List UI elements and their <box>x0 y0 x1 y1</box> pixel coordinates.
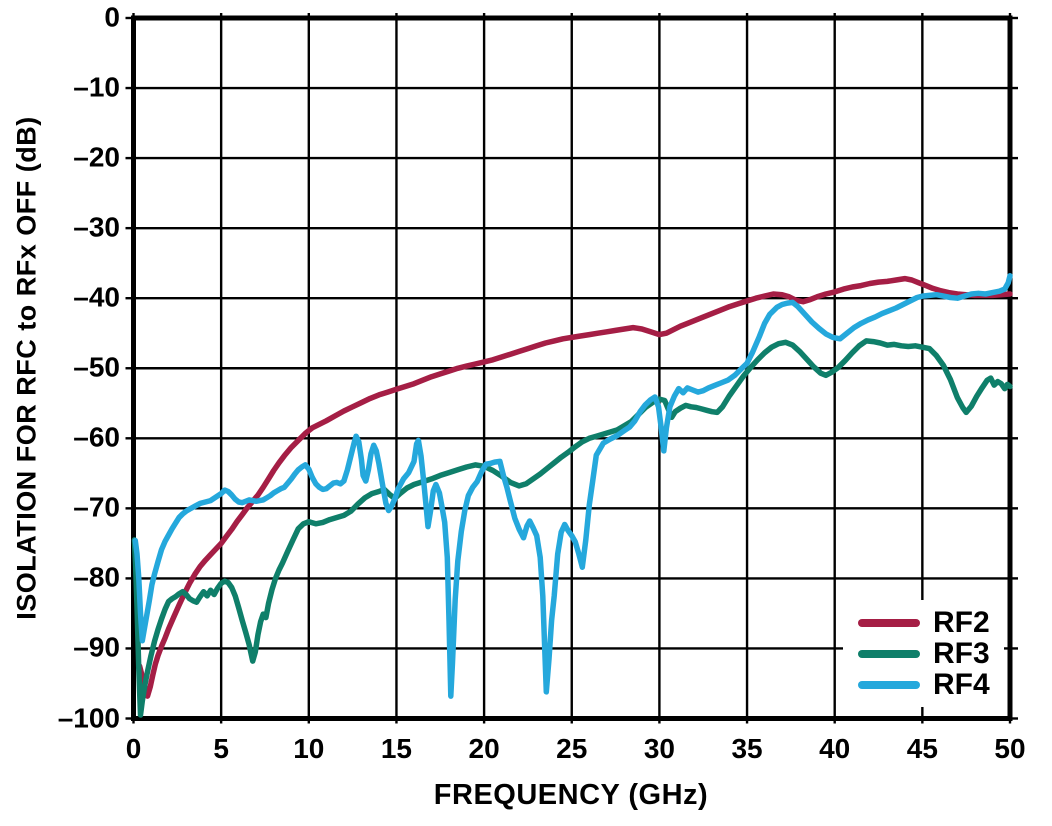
legend-line-swatch <box>858 680 920 689</box>
legend-line-swatch <box>858 618 920 627</box>
y-tick-label: –80 <box>73 561 120 593</box>
y-tick-label: –40 <box>73 281 120 313</box>
legend-label: RF4 <box>933 667 990 701</box>
x-tick-label: 25 <box>556 733 588 764</box>
x-tick-label: 0 <box>125 733 142 764</box>
x-tick-label: 30 <box>643 733 675 764</box>
series-line-rf3 <box>131 338 1013 718</box>
y-tick-label: –70 <box>73 491 120 523</box>
series-line-rf4 <box>132 273 1013 699</box>
x-tick-label: 5 <box>213 733 229 764</box>
x-tick-label: 45 <box>906 733 938 764</box>
x-tick-label: 35 <box>731 733 763 764</box>
x-tick-label: 40 <box>819 733 851 764</box>
y-axis-title: ISOLATION FOR RFC to RFx OFF (dB) <box>11 116 42 620</box>
y-tick-label: –60 <box>73 421 120 453</box>
y-tick-label: –30 <box>73 211 120 243</box>
x-tick-label: 50 <box>994 733 1026 764</box>
x-axis-title: FREQUENCY (GHz) <box>433 779 709 811</box>
legend-row-rf2: RF2 <box>858 607 990 638</box>
series-line-rf2 <box>136 275 1013 699</box>
y-tick-label: –90 <box>73 631 120 663</box>
legend-label: RF2 <box>933 605 990 639</box>
x-tick-label: 10 <box>293 733 325 764</box>
y-tick-label: –100 <box>57 701 120 733</box>
legend-label: RF3 <box>933 636 990 670</box>
x-tick-label: 15 <box>380 733 413 764</box>
legend-line-swatch <box>858 649 920 658</box>
legend: RF2 RF3 RF4 <box>843 600 1004 707</box>
legend-row-rf3: RF3 <box>858 638 990 669</box>
plot-frame <box>131 15 1013 721</box>
y-tick-label: –20 <box>73 141 120 173</box>
y-tick-label: –50 <box>73 351 120 383</box>
y-tick-label: 0 <box>104 1 120 33</box>
legend-row-rf4: RF4 <box>858 669 990 700</box>
y-tick-label: –10 <box>73 71 120 103</box>
x-tick-label: 20 <box>468 733 500 764</box>
